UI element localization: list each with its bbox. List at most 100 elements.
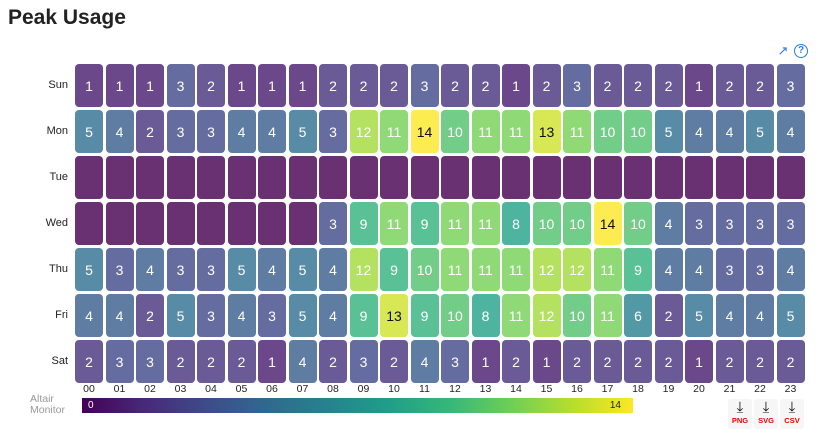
heatmap-cell[interactable] bbox=[105, 156, 134, 199]
heatmap-cell[interactable]: 2 bbox=[197, 64, 225, 107]
heatmap-cell[interactable]: 4 bbox=[685, 110, 713, 153]
heatmap-cell[interactable]: 2 bbox=[136, 294, 164, 337]
heatmap-cell[interactable]: 1 bbox=[288, 64, 317, 107]
heatmap-cell[interactable]: 2 bbox=[380, 64, 408, 107]
heatmap-cell[interactable] bbox=[75, 202, 103, 245]
heatmap-cell[interactable] bbox=[654, 156, 683, 199]
heatmap-cell[interactable]: 13 bbox=[532, 110, 561, 153]
heatmap-cell[interactable]: 12 bbox=[349, 248, 378, 291]
heatmap-cell[interactable]: 1 bbox=[685, 340, 713, 383]
heatmap-cell[interactable]: 10 bbox=[441, 294, 469, 337]
heatmap-cell[interactable]: 3 bbox=[197, 294, 225, 337]
heatmap-cell[interactable] bbox=[166, 202, 195, 245]
heatmap-cell[interactable]: 9 bbox=[624, 248, 652, 291]
heatmap-cell[interactable]: 8 bbox=[502, 202, 530, 245]
heatmap-cell[interactable] bbox=[75, 156, 103, 199]
heatmap-cell[interactable]: 3 bbox=[166, 248, 195, 291]
heatmap-cell[interactable]: 1 bbox=[471, 340, 500, 383]
heatmap-cell[interactable] bbox=[624, 156, 652, 199]
heatmap-cell[interactable]: 3 bbox=[197, 110, 225, 153]
heatmap-cell[interactable]: 4 bbox=[685, 248, 713, 291]
heatmap-cell[interactable]: 5 bbox=[288, 294, 317, 337]
heatmap-cell[interactable]: 4 bbox=[227, 294, 256, 337]
heatmap-cell[interactable]: 4 bbox=[776, 110, 805, 153]
heatmap-cell[interactable]: 2 bbox=[441, 64, 469, 107]
heatmap-cell[interactable]: 3 bbox=[441, 340, 469, 383]
heatmap-cell[interactable]: 2 bbox=[654, 294, 683, 337]
heatmap-cell[interactable]: 5 bbox=[776, 294, 805, 337]
heatmap-cell[interactable]: 11 bbox=[563, 110, 591, 153]
heatmap-cell[interactable]: 12 bbox=[532, 294, 561, 337]
heatmap-cell[interactable]: 3 bbox=[105, 248, 134, 291]
heatmap-cell[interactable] bbox=[593, 156, 622, 199]
heatmap-cell[interactable]: 2 bbox=[380, 340, 408, 383]
heatmap-cell[interactable]: 3 bbox=[410, 64, 439, 107]
heatmap-cell[interactable]: 5 bbox=[288, 248, 317, 291]
heatmap-cell[interactable] bbox=[685, 156, 713, 199]
heatmap-cell[interactable]: 3 bbox=[105, 340, 134, 383]
heatmap-cell[interactable] bbox=[349, 156, 378, 199]
heatmap-cell[interactable]: 3 bbox=[715, 248, 744, 291]
heatmap-cell[interactable]: 11 bbox=[593, 294, 622, 337]
heatmap-cell[interactable]: 4 bbox=[746, 294, 774, 337]
heatmap-cell[interactable]: 2 bbox=[654, 340, 683, 383]
heatmap-cell[interactable]: 2 bbox=[227, 340, 256, 383]
heatmap-cell[interactable]: 4 bbox=[715, 110, 744, 153]
heatmap-cell[interactable]: 3 bbox=[258, 294, 286, 337]
heatmap-cell[interactable] bbox=[227, 156, 256, 199]
heatmap-cell[interactable]: 2 bbox=[75, 340, 103, 383]
heatmap-cell[interactable]: 2 bbox=[593, 340, 622, 383]
heatmap-cell[interactable]: 1 bbox=[75, 64, 103, 107]
heatmap-cell[interactable]: 4 bbox=[258, 110, 286, 153]
heatmap-cell[interactable]: 11 bbox=[380, 202, 408, 245]
heatmap-cell[interactable] bbox=[288, 202, 317, 245]
heatmap-cell[interactable]: 10 bbox=[624, 110, 652, 153]
heatmap-cell[interactable]: 2 bbox=[532, 64, 561, 107]
heatmap-cell[interactable]: 4 bbox=[227, 110, 256, 153]
heatmap-cell[interactable]: 9 bbox=[410, 202, 439, 245]
heatmap-cell[interactable]: 4 bbox=[319, 294, 347, 337]
heatmap-cell[interactable]: 14 bbox=[593, 202, 622, 245]
heatmap-cell[interactable] bbox=[258, 202, 286, 245]
heatmap-cell[interactable]: 2 bbox=[166, 340, 195, 383]
heatmap-cell[interactable]: 10 bbox=[410, 248, 439, 291]
heatmap-cell[interactable]: 10 bbox=[593, 110, 622, 153]
heatmap-cell[interactable]: 3 bbox=[776, 64, 805, 107]
heatmap-cell[interactable]: 3 bbox=[746, 248, 774, 291]
heatmap-cell[interactable] bbox=[380, 156, 408, 199]
heatmap-cell[interactable]: 5 bbox=[685, 294, 713, 337]
heatmap-cell[interactable]: 4 bbox=[410, 340, 439, 383]
heatmap-cell[interactable]: 13 bbox=[380, 294, 408, 337]
heatmap-cell[interactable]: 10 bbox=[563, 294, 591, 337]
heatmap-cell[interactable]: 12 bbox=[532, 248, 561, 291]
heatmap-cell[interactable]: 5 bbox=[227, 248, 256, 291]
heatmap-cell[interactable]: 12 bbox=[349, 110, 378, 153]
heatmap-cell[interactable]: 9 bbox=[349, 202, 378, 245]
heatmap-cell[interactable]: 2 bbox=[319, 340, 347, 383]
heatmap-cell[interactable]: 2 bbox=[563, 340, 591, 383]
heatmap-cell[interactable]: 2 bbox=[715, 64, 744, 107]
heatmap-cell[interactable]: 4 bbox=[105, 110, 134, 153]
heatmap-cell[interactable]: 10 bbox=[441, 110, 469, 153]
heatmap-cell[interactable]: 10 bbox=[624, 202, 652, 245]
download-csv-button[interactable]: ⤓ CSV bbox=[780, 399, 804, 429]
download-png-button[interactable]: ⤓ PNG bbox=[728, 399, 752, 429]
heatmap-cell[interactable] bbox=[227, 202, 256, 245]
heatmap-cell[interactable]: 2 bbox=[471, 64, 500, 107]
heatmap-cell[interactable]: 1 bbox=[258, 64, 286, 107]
heatmap-cell[interactable]: 3 bbox=[166, 110, 195, 153]
heatmap-cell[interactable]: 9 bbox=[380, 248, 408, 291]
heatmap-cell[interactable]: 11 bbox=[502, 294, 530, 337]
heatmap-cell[interactable]: 2 bbox=[197, 340, 225, 383]
heatmap-cell[interactable]: 4 bbox=[288, 340, 317, 383]
heatmap-cell[interactable]: 2 bbox=[319, 64, 347, 107]
heatmap-cell[interactable]: 4 bbox=[105, 294, 134, 337]
heatmap-cell[interactable] bbox=[441, 156, 469, 199]
heatmap-cell[interactable]: 2 bbox=[502, 340, 530, 383]
heatmap-cell[interactable]: 5 bbox=[75, 248, 103, 291]
heatmap-cell[interactable]: 11 bbox=[441, 248, 469, 291]
heatmap-cell[interactable]: 10 bbox=[532, 202, 561, 245]
heatmap-cell[interactable]: 1 bbox=[258, 340, 286, 383]
download-svg-button[interactable]: ⤓ SVG bbox=[754, 399, 778, 429]
heatmap-cell[interactable]: 4 bbox=[715, 294, 744, 337]
